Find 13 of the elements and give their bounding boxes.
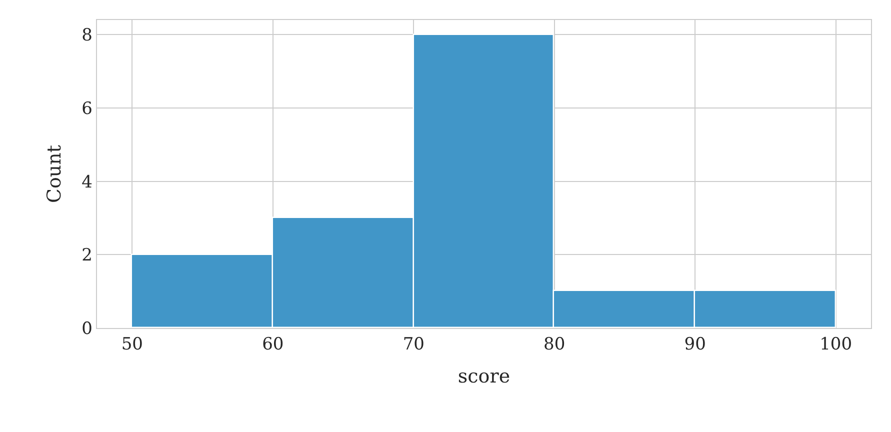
y-tick-label: 4 <box>82 172 92 192</box>
y-tick-label: 0 <box>82 318 92 339</box>
x-tick-label: 80 <box>544 334 566 355</box>
y-tick-label: 8 <box>82 26 92 46</box>
y-axis-title: Count <box>43 144 66 204</box>
x-tick-label: 70 <box>402 334 424 355</box>
x-tick-label: 100 <box>820 334 852 355</box>
x-tick-label: 60 <box>262 334 284 355</box>
y-tick-label: 2 <box>82 246 92 266</box>
y-tick-label: 6 <box>82 98 92 119</box>
x-tick-label: 90 <box>684 334 706 355</box>
x-tick-label: 50 <box>121 334 143 355</box>
x-axis-title: score <box>458 365 510 388</box>
